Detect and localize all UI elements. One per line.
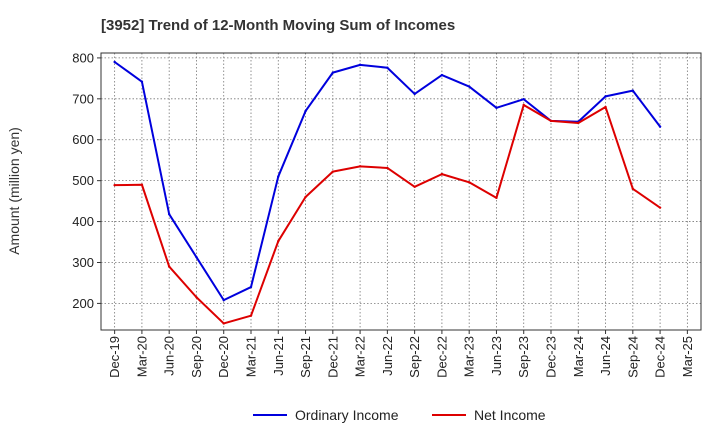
x-tick-label: Mar-25	[680, 336, 695, 377]
data-point	[249, 314, 253, 317]
y-tick-label: 800	[72, 50, 94, 65]
data-point	[522, 98, 525, 101]
data-point	[467, 181, 471, 184]
x-tick-label: Sep-24	[625, 336, 640, 378]
x-tick-label: Dec-21	[325, 336, 340, 378]
x-tick-label: Mar-24	[571, 336, 586, 377]
x-tick-label: Sep-23	[516, 336, 531, 378]
y-tick-label: 300	[72, 255, 94, 270]
x-tick-label: Jun-21	[271, 336, 286, 376]
x-tick-label: Dec-23	[544, 336, 559, 378]
data-point	[413, 185, 416, 188]
data-point	[440, 73, 444, 77]
chart-title: [3952] Trend of 12-Month Moving Sum of I…	[101, 17, 455, 34]
data-point	[140, 183, 144, 186]
x-tick-label: Jun-20	[162, 336, 177, 376]
data-point	[113, 183, 116, 187]
x-tick-label: Sep-20	[189, 336, 204, 378]
data-point	[658, 125, 662, 128]
data-point	[467, 85, 471, 88]
data-point	[522, 103, 525, 107]
data-point	[277, 240, 280, 243]
data-point	[413, 92, 416, 96]
y-axis: 200 300 400 500 600 700 800	[72, 50, 101, 311]
data-point	[140, 80, 144, 83]
y-axis-label: Amount (million yen)	[6, 127, 22, 255]
data-point	[495, 106, 498, 110]
data-point	[222, 298, 225, 302]
data-point	[277, 175, 280, 178]
data-point	[631, 89, 635, 92]
x-tick-label: Mar-23	[462, 336, 477, 377]
data-point	[167, 213, 171, 216]
x-tick-label: Sep-22	[407, 336, 422, 378]
data-point	[549, 119, 553, 123]
data-point	[386, 66, 389, 69]
data-point	[195, 296, 198, 299]
data-point	[304, 109, 307, 113]
data-point	[386, 166, 389, 170]
legend-label: Ordinary Income	[295, 407, 399, 423]
x-tick-label: Jun-24	[598, 336, 613, 376]
data-point	[604, 105, 607, 109]
data-point	[631, 187, 635, 191]
y-tick-label: 400	[72, 214, 94, 229]
data-point	[495, 196, 498, 200]
data-point	[331, 71, 335, 74]
y-tick-label: 500	[72, 173, 94, 188]
x-tick-label: Dec-20	[216, 336, 231, 378]
data-point	[249, 285, 253, 289]
legend: Ordinary Income Net Income	[253, 407, 546, 423]
data-point	[167, 265, 171, 268]
y-tick-label: 200	[72, 296, 94, 311]
data-point	[304, 195, 307, 199]
data-point	[331, 170, 335, 173]
x-tick-label: Sep-21	[298, 336, 313, 378]
plot-frame	[100, 52, 702, 331]
data-point	[195, 255, 198, 259]
data-point	[113, 60, 116, 64]
data-point	[358, 63, 362, 67]
legend-label: Net Income	[474, 407, 546, 423]
x-tick-label: Mar-21	[244, 336, 259, 377]
data-point	[577, 121, 580, 125]
x-tick-label: Dec-22	[434, 336, 449, 378]
x-tick-label: Jun-23	[489, 336, 504, 376]
x-tick-label: Mar-20	[134, 336, 149, 377]
x-tick-label: Jun-22	[380, 336, 395, 376]
series-group	[113, 60, 662, 325]
data-point	[222, 322, 225, 325]
x-tick-label: Mar-22	[353, 336, 368, 377]
y-tick-label: 700	[72, 91, 94, 106]
data-point	[440, 172, 444, 176]
x-tick-label: Dec-24	[653, 336, 668, 378]
data-point	[358, 165, 362, 168]
data-point	[604, 95, 607, 98]
y-tick-label: 600	[72, 132, 94, 147]
data-point	[658, 206, 662, 209]
x-axis: Dec-19 Mar-20 Jun-20 Sep-20 Dec-20 Mar-21 Jun-…	[107, 330, 695, 378]
x-tick-label: Dec-19	[107, 336, 122, 378]
